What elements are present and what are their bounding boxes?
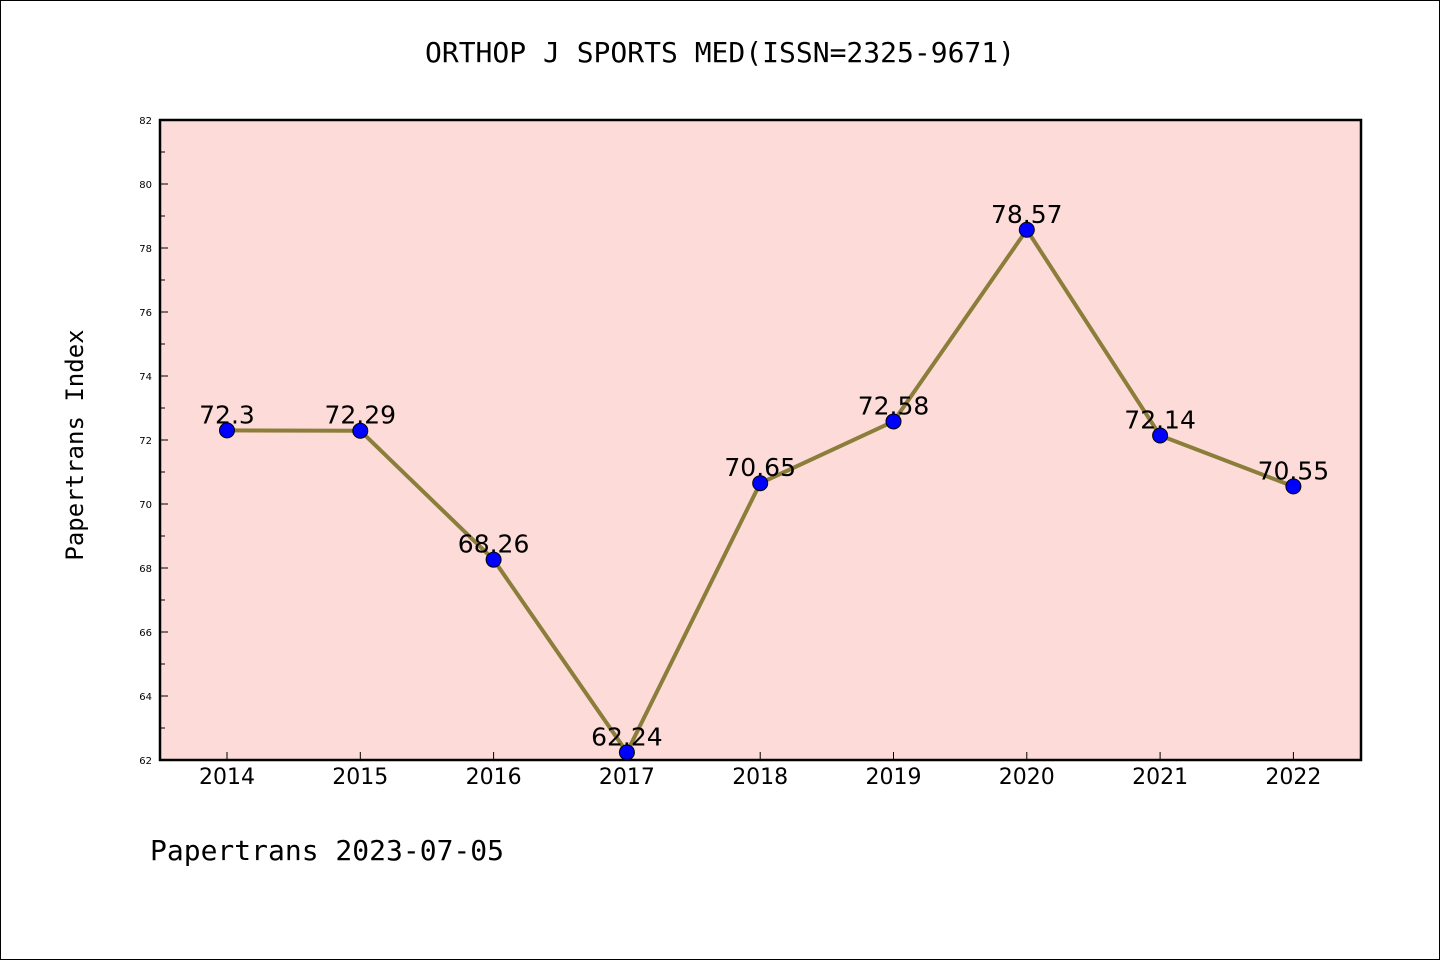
x-tick-label: 2015 (332, 765, 388, 790)
chart-title: ORTHOP J SPORTS MED(ISSN=2325-9671) (424, 36, 1015, 69)
x-tick-label: 2014 (199, 765, 255, 790)
x-tick-label: 2017 (599, 765, 655, 790)
data-point (1285, 478, 1302, 495)
data-label: 72.14 (1124, 406, 1196, 435)
plot-area (160, 120, 1361, 760)
data-label: 68.26 (458, 530, 530, 559)
y-tick-label: 76 (139, 308, 152, 319)
data-label: 72.58 (858, 391, 930, 420)
data-label: 62.24 (591, 722, 663, 751)
x-tick-label: 2018 (732, 765, 788, 790)
x-tick-label: 2022 (1265, 765, 1321, 790)
x-tick-label: 2019 (866, 765, 922, 790)
data-point (485, 551, 502, 568)
y-tick-label: 80 (139, 180, 152, 191)
data-label: 70.55 (1258, 456, 1330, 485)
y-tick-label: 72 (139, 436, 152, 447)
y-tick-label: 64 (139, 692, 152, 703)
y-tick-label: 68 (139, 564, 152, 575)
data-point (1152, 427, 1169, 444)
x-tick-label: 2021 (1132, 765, 1188, 790)
y-tick-label: 66 (139, 628, 152, 639)
y-tick-label: 74 (139, 372, 152, 383)
data-point (352, 422, 369, 439)
data-label: 70.65 (724, 453, 796, 482)
data-label: 78.57 (991, 200, 1063, 229)
footer-note: Papertrans 2023-07-05 (150, 834, 505, 867)
series-layer: 72.3 72.29 68.26 62.24 70.65 72.58 78.57 72.14 7… (199, 200, 1330, 761)
data-point (752, 475, 769, 492)
x-tick-label: 2020 (999, 765, 1055, 790)
data-point (1018, 221, 1035, 238)
y-tick-label: 62 (139, 756, 152, 767)
y-tick-label: 70 (139, 500, 152, 511)
y-tick-label: 78 (139, 244, 152, 255)
data-point (885, 413, 902, 430)
plot-border (158, 118, 1363, 762)
data-label: 72.3 (199, 400, 255, 429)
x-tick-label: 2016 (466, 765, 522, 790)
data-point (219, 422, 235, 439)
x-axis: 2014 2015 2016 2017 2018 2019 2020 2021 2022 (199, 752, 1321, 790)
data-label: 72.29 (325, 401, 397, 430)
y-tick-label: 82 (139, 116, 152, 127)
